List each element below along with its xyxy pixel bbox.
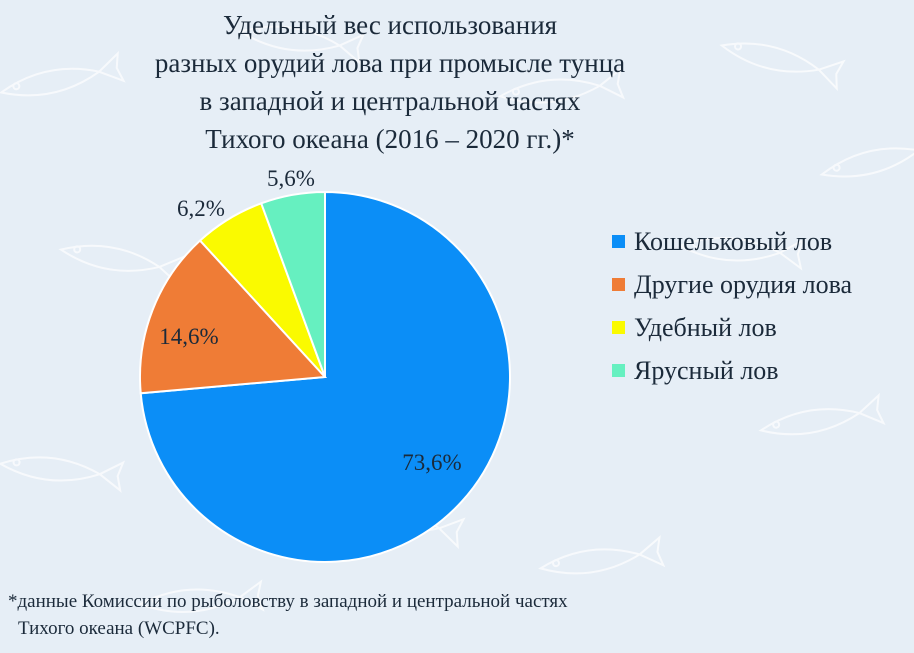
title-line-3: в западной и центральной частях (199, 86, 581, 116)
title-line-4: Тихого океана (2016 – 2020 гг.)* (205, 124, 575, 154)
fish-icon (758, 392, 886, 436)
footnote-line-1: *данные Комиссии по рыболовству в западн… (8, 591, 568, 612)
fish-icon (677, 237, 805, 271)
legend-label: Кошельковый лов (634, 226, 833, 256)
legend-label: Другие орудия лова (634, 269, 853, 299)
legend-item-pole-and-line: Удебный лов (612, 306, 852, 349)
legend-item-other-gear: Другие орудия лова (612, 263, 852, 306)
fish-icon (137, 579, 265, 613)
legend-label: Ярусный лов (634, 355, 779, 385)
source-footnote: *данные Комиссии по рыболовству в западн… (8, 588, 888, 642)
legend-swatch (612, 235, 625, 248)
legend-swatch (612, 321, 625, 334)
data-label: 5,6% (267, 166, 315, 191)
footnote-line-2: Тихого океана (WCPFC). (18, 618, 220, 639)
legend-swatch (612, 364, 625, 377)
legend-swatch (612, 278, 625, 291)
fish-icon (238, 25, 366, 65)
legend-label: Удебный лов (634, 312, 777, 342)
fish-icon (819, 128, 914, 178)
pie-slice (139, 239, 328, 395)
fish-icon (0, 50, 126, 97)
data-label: 14,6% (159, 324, 218, 349)
fish-icon (497, 67, 626, 104)
chart-title: Удельный вес использования разных орудий… (40, 6, 740, 158)
fish-icon (719, 42, 846, 92)
title-line-1: Удельный вес использования (222, 10, 558, 40)
legend-item-longline: Ярусный лов (612, 349, 852, 392)
legend-item-purse-seine: Кошельковый лов (612, 220, 852, 263)
data-label: 6,2% (177, 196, 225, 221)
fish-icon (538, 535, 666, 575)
fish-icon (0, 456, 126, 493)
data-label: 73,6% (402, 450, 461, 475)
pie-slice (259, 190, 326, 378)
title-line-2: разных орудий лова при промысле тунца (154, 48, 626, 78)
chart-legend: Кошельковый лов Другие орудия лова Удебн… (612, 220, 852, 392)
